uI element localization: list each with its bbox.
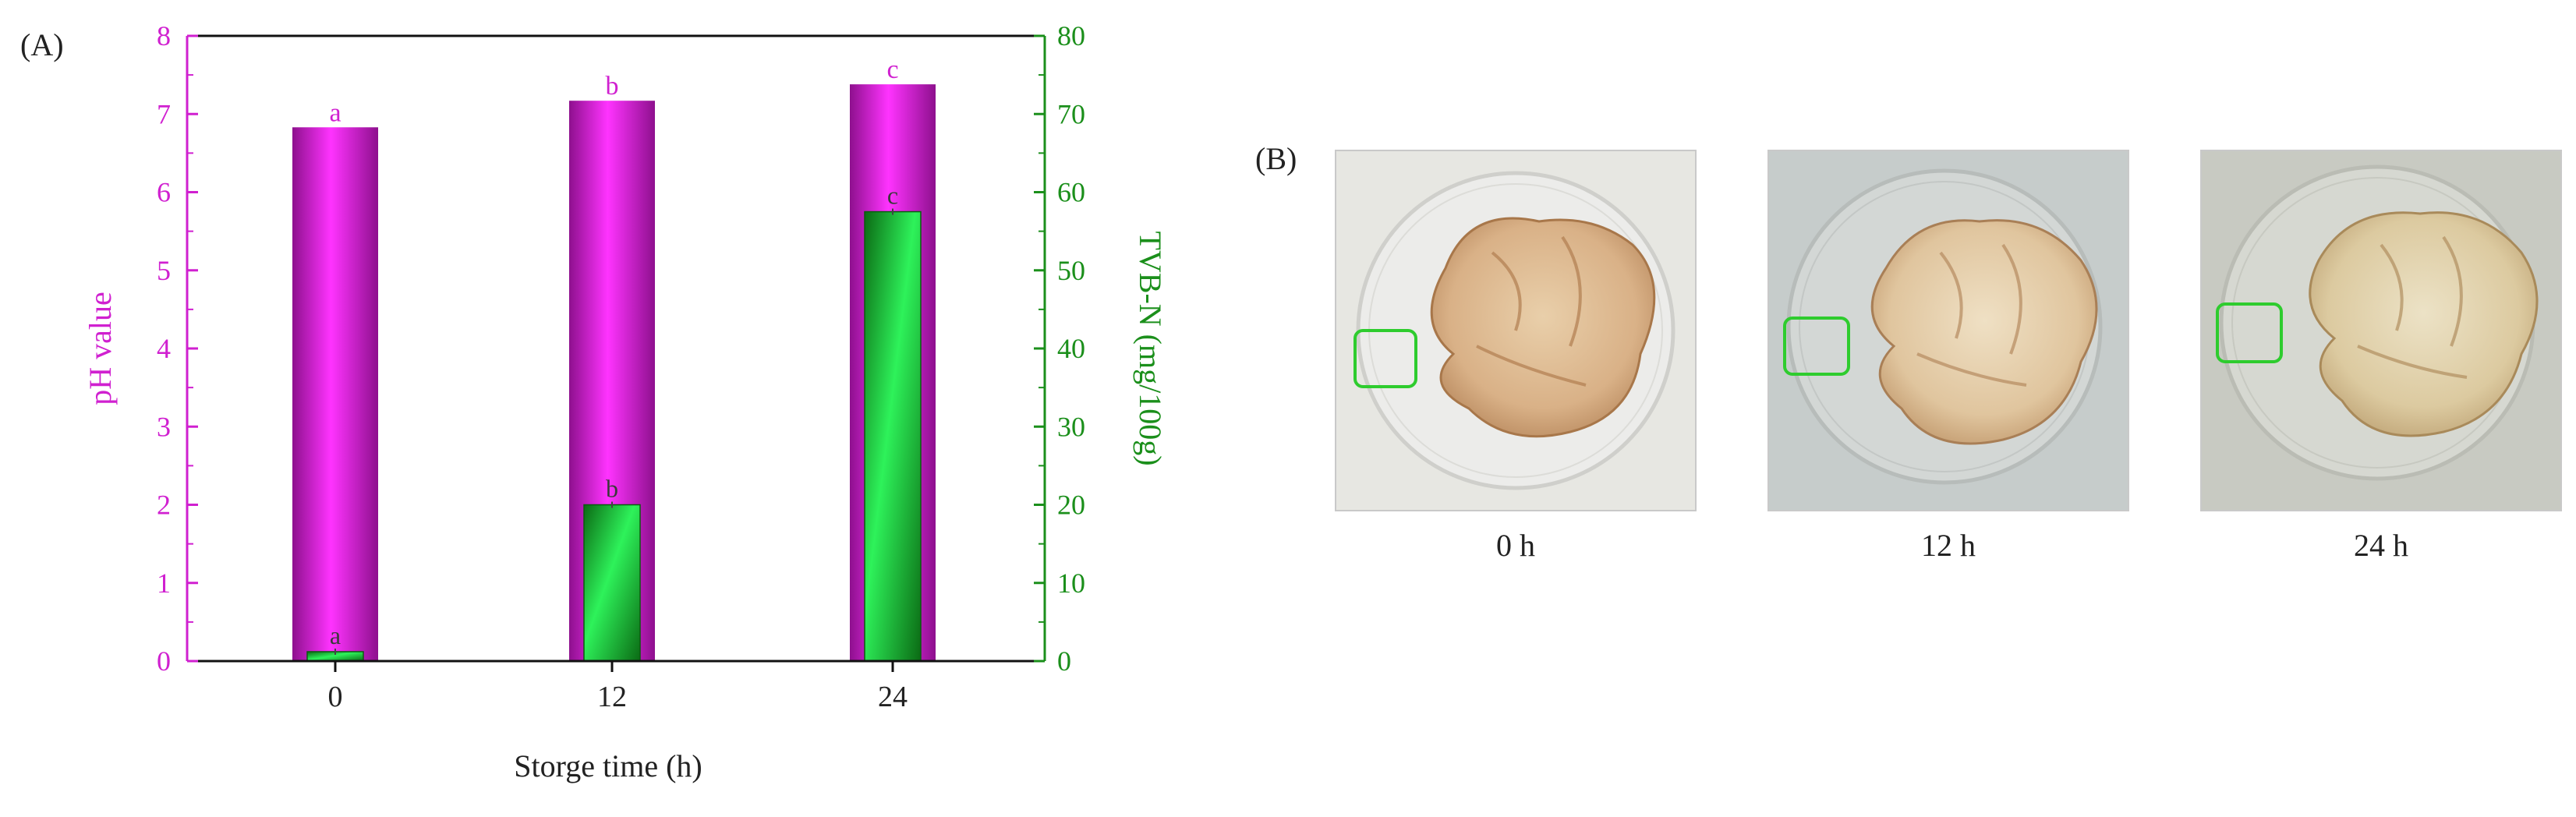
- ph-bar-label: b: [606, 72, 619, 101]
- tvbn-bar-label: c: [887, 182, 898, 210]
- panel-a-label: (A): [20, 27, 64, 62]
- y-tick-label-right: 0: [1057, 645, 1071, 677]
- y-tick-label-right: 40: [1057, 333, 1085, 364]
- y-tick-label-right: 10: [1057, 568, 1085, 599]
- ph-bar-label: a: [329, 98, 341, 127]
- y-tick-label-right: 70: [1057, 98, 1085, 129]
- y-tick-label-left: 4: [157, 333, 171, 364]
- ph-bar-label: c: [886, 55, 898, 84]
- tvbn-bar: [583, 504, 641, 662]
- roi-box: [2216, 302, 2283, 363]
- x-axis-title: Storge time (h): [514, 748, 702, 783]
- photo-caption-0h: 0 h: [1496, 528, 1535, 563]
- roi-box: [1783, 317, 1850, 376]
- shrimp-dish-image: [2202, 151, 2560, 510]
- y-tick-label-left: 3: [157, 411, 171, 442]
- y-tick-label-right: 30: [1057, 411, 1085, 442]
- tvbn-bar-label: a: [330, 621, 341, 649]
- y-tick-label-left: 2: [157, 490, 171, 521]
- photo-12h: [1767, 150, 2129, 511]
- y-tick-label-left: 1: [157, 568, 171, 599]
- x-tick-label: 24: [878, 681, 908, 713]
- x-tick-label: 12: [597, 681, 627, 713]
- x-tick-label: 0: [328, 681, 343, 713]
- y-tick-label-right: 60: [1057, 177, 1085, 208]
- y-tick-label-left: 8: [157, 20, 171, 51]
- photo-0h: [1335, 150, 1697, 511]
- photo-24h: [2200, 150, 2562, 511]
- shrimp-dish-image: [1769, 151, 2128, 510]
- y-axis-title-left: pH value: [83, 292, 118, 405]
- ph-bar: [292, 127, 378, 662]
- y-tick-label-left: 7: [157, 98, 171, 129]
- y-tick-label-right: 20: [1057, 490, 1085, 521]
- y-tick-label-left: 6: [157, 177, 171, 208]
- panel-b-label: (B): [1255, 141, 1297, 176]
- y-tick-label-right: 50: [1057, 255, 1085, 286]
- shrimp-dish-image: [1336, 151, 1695, 510]
- tvbn-bar-label: b: [606, 475, 618, 503]
- y-axis-title-right: TVB-N (mg/100g): [1133, 231, 1168, 465]
- y-tick-label-left: 0: [157, 645, 171, 677]
- photo-caption-24h: 24 h: [2354, 528, 2408, 563]
- y-tick-label-left: 5: [157, 255, 171, 286]
- photo-caption-12h: 12 h: [1921, 528, 1976, 563]
- y-tick-label-right: 80: [1057, 20, 1085, 51]
- roi-box: [1353, 329, 1417, 388]
- tvbn-bar: [864, 210, 922, 662]
